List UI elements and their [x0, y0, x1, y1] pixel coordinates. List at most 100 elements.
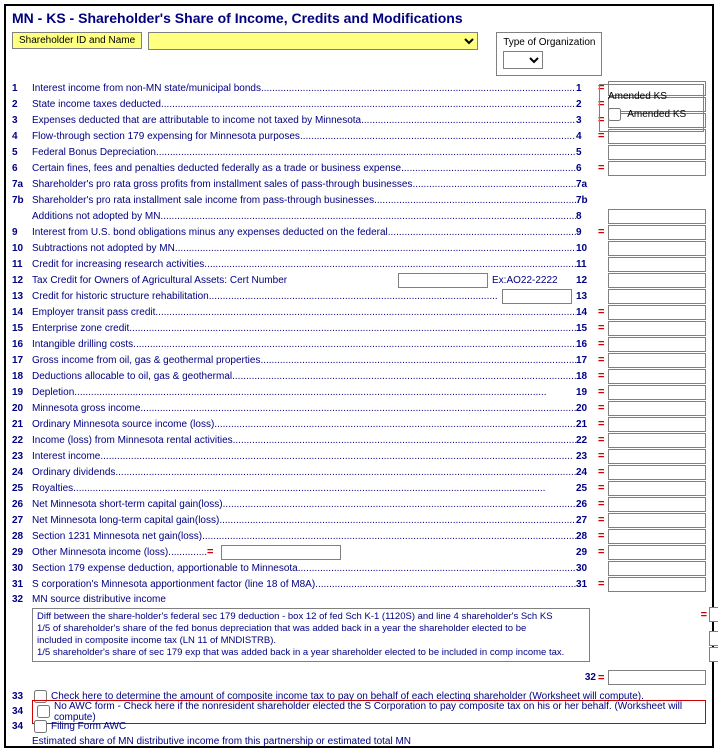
line-19: 19Depletion19=	[12, 384, 706, 400]
line-17-right: 17	[576, 355, 598, 366]
line-26-input[interactable]	[608, 497, 706, 512]
line-17: 17Gross income from oil, gas & geotherma…	[12, 352, 706, 368]
amended-groupbox: Amended KS Amended KS	[599, 84, 704, 132]
line-num-7b: 7b	[12, 195, 32, 206]
group-l4: 1/5 shareholder's share of sec 179 exp t…	[37, 647, 585, 659]
line-6-right: 6	[576, 163, 598, 174]
type-org-select[interactable]	[503, 51, 543, 69]
line-31-input[interactable]	[608, 577, 706, 592]
line-10-input[interactable]	[608, 241, 706, 256]
type-org-label: Type of Organization	[503, 37, 595, 48]
line-5-input[interactable]	[608, 145, 706, 160]
line-num-7a: 7a	[12, 179, 32, 190]
line-6-input[interactable]	[608, 161, 706, 176]
line-19-input[interactable]	[608, 385, 706, 400]
line-num-4: 4	[12, 131, 32, 142]
group-input-1[interactable]	[709, 607, 718, 622]
line-num-2: 2	[12, 99, 32, 110]
line-num-29: 29	[12, 547, 32, 558]
line-5-desc: Federal Bonus Depreciation	[32, 147, 576, 158]
line-34a-checkbox[interactable]	[37, 705, 50, 718]
line-12-desc: Tax Credit for Owners of Agricultural As…	[32, 275, 394, 286]
line-16: 16Intangible drilling costs16=	[12, 336, 706, 352]
line-num-20: 20	[12, 403, 32, 414]
line-10: 10Subtractions not adopted by MN10	[12, 240, 706, 256]
line-8-desc: Additions not adopted by MN	[32, 211, 576, 222]
line-num-18: 18	[12, 371, 32, 382]
line-24-input[interactable]	[608, 465, 706, 480]
line-17-input[interactable]	[608, 353, 706, 368]
line-29-desc-input[interactable]	[221, 545, 341, 560]
line-num-23: 23	[12, 451, 32, 462]
line-18-right: 18	[576, 371, 598, 382]
group-l3: included in composite income tax (LN 11 …	[37, 635, 585, 647]
line-9-input[interactable]	[608, 225, 706, 240]
line-23-desc: Interest income	[32, 451, 576, 462]
line-21-input[interactable]	[608, 417, 706, 432]
line-32-title: MN source distributive income	[32, 594, 706, 605]
shareholder-id-label: Shareholder ID and Name	[12, 32, 142, 49]
line-34b-checkbox[interactable]	[34, 720, 47, 733]
line-29-input[interactable]	[608, 545, 706, 560]
line-20-input[interactable]	[608, 401, 706, 416]
line-12-certnumber-input[interactable]	[398, 273, 488, 288]
line-21: 21Ordinary Minnesota source income (loss…	[12, 416, 706, 432]
line-25-input[interactable]	[608, 481, 706, 496]
line-26-right: 26	[576, 499, 598, 510]
line-num-5: 5	[12, 147, 32, 158]
line-30-right: 30	[576, 563, 598, 574]
line-13: 13 Credit for historic structure rehabil…	[8, 288, 710, 304]
line-num-6: 6	[12, 163, 32, 174]
line-13-input[interactable]	[608, 289, 706, 304]
line-12: 12 Tax Credit for Owners of Agricultural…	[8, 272, 710, 288]
line-13-nps-input[interactable]	[502, 289, 572, 304]
line-3-right: 3	[576, 115, 598, 126]
line-32-sum-input[interactable]	[608, 670, 706, 685]
line-19-desc: Depletion	[32, 387, 576, 398]
line-28-input[interactable]	[608, 529, 706, 544]
line-15-input[interactable]	[608, 321, 706, 336]
line-34a-redbox: No AWC form - Check here if the nonresid…	[32, 700, 706, 724]
line-15-right: 15	[576, 323, 598, 334]
shareholder-select[interactable]	[148, 32, 478, 50]
line-26: 26Net Minnesota short-term capital gain(…	[12, 496, 706, 512]
line-num-14: 14	[12, 307, 32, 318]
line-18-input[interactable]	[608, 369, 706, 384]
line-7b-desc: Shareholder's pro rata installment sale …	[32, 195, 576, 206]
line-11-input[interactable]	[608, 257, 706, 272]
header-row: Shareholder ID and Name Type of Organiza…	[8, 32, 710, 80]
line-27-input[interactable]	[608, 513, 706, 528]
line-num-31: 31	[12, 579, 32, 590]
line-26-desc: Net Minnesota short-term capital gain(lo…	[32, 499, 576, 510]
line-22-right: 22	[576, 435, 598, 446]
line-1-right: 1	[576, 83, 598, 94]
line-23-input[interactable]	[608, 449, 706, 464]
line-22-input[interactable]	[608, 433, 706, 448]
line-8-input[interactable]	[608, 209, 706, 224]
line-11-right: 11	[576, 259, 598, 270]
line-13-desc: Credit for historic structure rehabilita…	[32, 291, 498, 302]
line-12-input[interactable]	[608, 273, 706, 288]
line-1-desc: Interest income from non-MN state/munici…	[32, 83, 576, 94]
line-11-desc: Credit for increasing research activitie…	[32, 259, 576, 270]
group-input-2[interactable]	[709, 631, 718, 646]
line-28-right: 28	[576, 531, 598, 542]
line-24: 24Ordinary dividends24=	[12, 464, 706, 480]
line-27-right: 27	[576, 515, 598, 526]
lines-area-3: 30Section 179 expense deduction, apporti…	[8, 560, 710, 592]
group-input-3[interactable]	[709, 647, 718, 662]
line-16-input[interactable]	[608, 337, 706, 352]
line-4-right: 4	[576, 131, 598, 142]
line-27-desc: Net Minnesota long-term capital gain(los…	[32, 515, 576, 526]
form-title: MN - KS - Shareholder's Share of Income,…	[8, 8, 710, 32]
line-20-right: 20	[576, 403, 598, 414]
line-num-19: 19	[12, 387, 32, 398]
line-18-desc: Deductions allocable to oil, gas & geoth…	[32, 371, 576, 382]
line-29: 29 Other Minnesota income (loss)........…	[8, 544, 710, 560]
amended-checkbox[interactable]	[608, 108, 621, 121]
line-31-desc: S corporation's Minnesota apportionment …	[32, 579, 576, 590]
line-21-desc: Ordinary Minnesota source income (loss)	[32, 419, 576, 430]
line-6-desc: Certain fines, fees and penalties deduct…	[32, 163, 576, 174]
line-30-input[interactable]	[608, 561, 706, 576]
line-14-input[interactable]	[608, 305, 706, 320]
